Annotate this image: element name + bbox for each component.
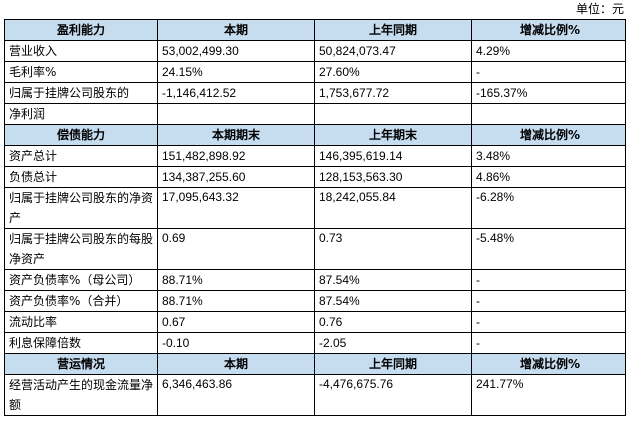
- header-cell: 上年期末: [314, 124, 472, 146]
- table-row: 流动比率 0.67 0.76 -: [4, 311, 626, 333]
- row-label: 净利润: [4, 103, 158, 125]
- table-row: 营业收入 53,002,499.30 50,824,073.47 4.29%: [4, 40, 626, 62]
- cell-value: 27.60%: [314, 61, 472, 83]
- row-label: 利息保障倍数: [4, 332, 158, 354]
- row-label: 归属于挂牌公司股东的: [4, 82, 158, 104]
- header-cell: 增减比例%: [471, 19, 626, 41]
- cell-value: 0.73: [314, 228, 472, 270]
- row-label: 资产负债率%（母公司）: [4, 269, 158, 291]
- financial-summary-table: 盈利能力 本期 上年同期 增减比例% 营业收入 53,002,499.30 50…: [4, 19, 626, 416]
- row-label: 资产负债率%（合并）: [4, 290, 158, 312]
- cell-value: [471, 103, 626, 125]
- cell-value: -: [471, 61, 626, 83]
- header-cell: 盈利能力: [4, 19, 158, 41]
- table-row: 净利润: [4, 103, 626, 125]
- header-cell: 偿债能力: [4, 124, 158, 146]
- header-cell: 本期期末: [157, 124, 315, 146]
- cell-value: 241.77%: [471, 374, 626, 416]
- cell-value: -5.48%: [471, 228, 626, 270]
- cell-value: 146,395,619.14: [314, 145, 472, 167]
- cell-value: -: [471, 311, 626, 333]
- cell-value: 17,095,643.32: [157, 187, 315, 229]
- table-row: 归属于挂牌公司股东的 -1,146,412.52 1,753,677.72 -1…: [4, 82, 626, 104]
- cell-value: 53,002,499.30: [157, 40, 315, 62]
- table-header-row: 营运情况 本期 上年同期 增减比例%: [4, 353, 626, 375]
- row-label: 负债总计: [4, 166, 158, 188]
- table-row: 资产总计 151,482,898.92 146,395,619.14 3.48%: [4, 145, 626, 167]
- cell-value: 134,387,255.60: [157, 166, 315, 188]
- unit-label: 单位：元: [575, 2, 624, 16]
- cell-value: 3.48%: [471, 145, 626, 167]
- cell-value: 87.54%: [314, 269, 472, 291]
- table-row: 负债总计 134,387,255.60 128,153,563.30 4.86%: [4, 166, 626, 188]
- cell-value: 88.71%: [157, 269, 315, 291]
- header-cell: 本期: [157, 353, 315, 375]
- row-label: 经营活动产生的现金流量净额: [4, 374, 158, 416]
- header-cell: 增减比例%: [471, 353, 626, 375]
- header-cell: 营运情况: [4, 353, 158, 375]
- header-cell: 上年同期: [314, 19, 472, 41]
- cell-value: 151,482,898.92: [157, 145, 315, 167]
- cell-value: 87.54%: [314, 290, 472, 312]
- table-row: 资产负债率%（合并） 88.71% 87.54% -: [4, 290, 626, 312]
- cell-value: -: [471, 332, 626, 354]
- cell-value: 18,242,055.84: [314, 187, 472, 229]
- header-cell: 增减比例%: [471, 124, 626, 146]
- cell-value: 1,753,677.72: [314, 82, 472, 104]
- cell-value: -6.28%: [471, 187, 626, 229]
- cell-value: -0.10: [157, 332, 315, 354]
- cell-value: 0.76: [314, 311, 472, 333]
- cell-value: 50,824,073.47: [314, 40, 472, 62]
- row-label: 流动比率: [4, 311, 158, 333]
- header-cell: 本期: [157, 19, 315, 41]
- table-row: 归属于挂牌公司股东的每股净资产 0.69 0.73 -5.48%: [4, 228, 626, 270]
- cell-value: -1,146,412.52: [157, 82, 315, 104]
- table-header-row: 盈利能力 本期 上年同期 增减比例%: [4, 19, 626, 41]
- cell-value: 4.29%: [471, 40, 626, 62]
- cell-value: 4.86%: [471, 166, 626, 188]
- row-label: 营业收入: [4, 40, 158, 62]
- table-header-row: 偿债能力 本期期末 上年期末 增减比例%: [4, 124, 626, 146]
- cell-value: [157, 103, 315, 125]
- table-row: 毛利率% 24.15% 27.60% -: [4, 61, 626, 83]
- cell-value: 6,346,463.86: [157, 374, 315, 416]
- row-label: 毛利率%: [4, 61, 158, 83]
- table-row: 归属于挂牌公司股东的净资产 17,095,643.32 18,242,055.8…: [4, 187, 626, 229]
- cell-value: [314, 103, 472, 125]
- cell-value: 24.15%: [157, 61, 315, 83]
- header-cell: 上年同期: [314, 353, 472, 375]
- cell-value: 0.67: [157, 311, 315, 333]
- cell-value: -2.05: [314, 332, 472, 354]
- table-row: 经营活动产生的现金流量净额 6,346,463.86 -4,476,675.76…: [4, 374, 626, 416]
- cell-value: -165.37%: [471, 82, 626, 104]
- cell-value: 0.69: [157, 228, 315, 270]
- cell-value: -4,476,675.76: [314, 374, 472, 416]
- cell-value: 88.71%: [157, 290, 315, 312]
- table-row: 利息保障倍数 -0.10 -2.05 -: [4, 332, 626, 354]
- row-label: 归属于挂牌公司股东的每股净资产: [4, 228, 158, 270]
- row-label: 资产总计: [4, 145, 158, 167]
- table-row: 资产负债率%（母公司） 88.71% 87.54% -: [4, 269, 626, 291]
- cell-value: -: [471, 269, 626, 291]
- cell-value: -: [471, 290, 626, 312]
- row-label: 归属于挂牌公司股东的净资产: [4, 187, 158, 229]
- cell-value: 128,153,563.30: [314, 166, 472, 188]
